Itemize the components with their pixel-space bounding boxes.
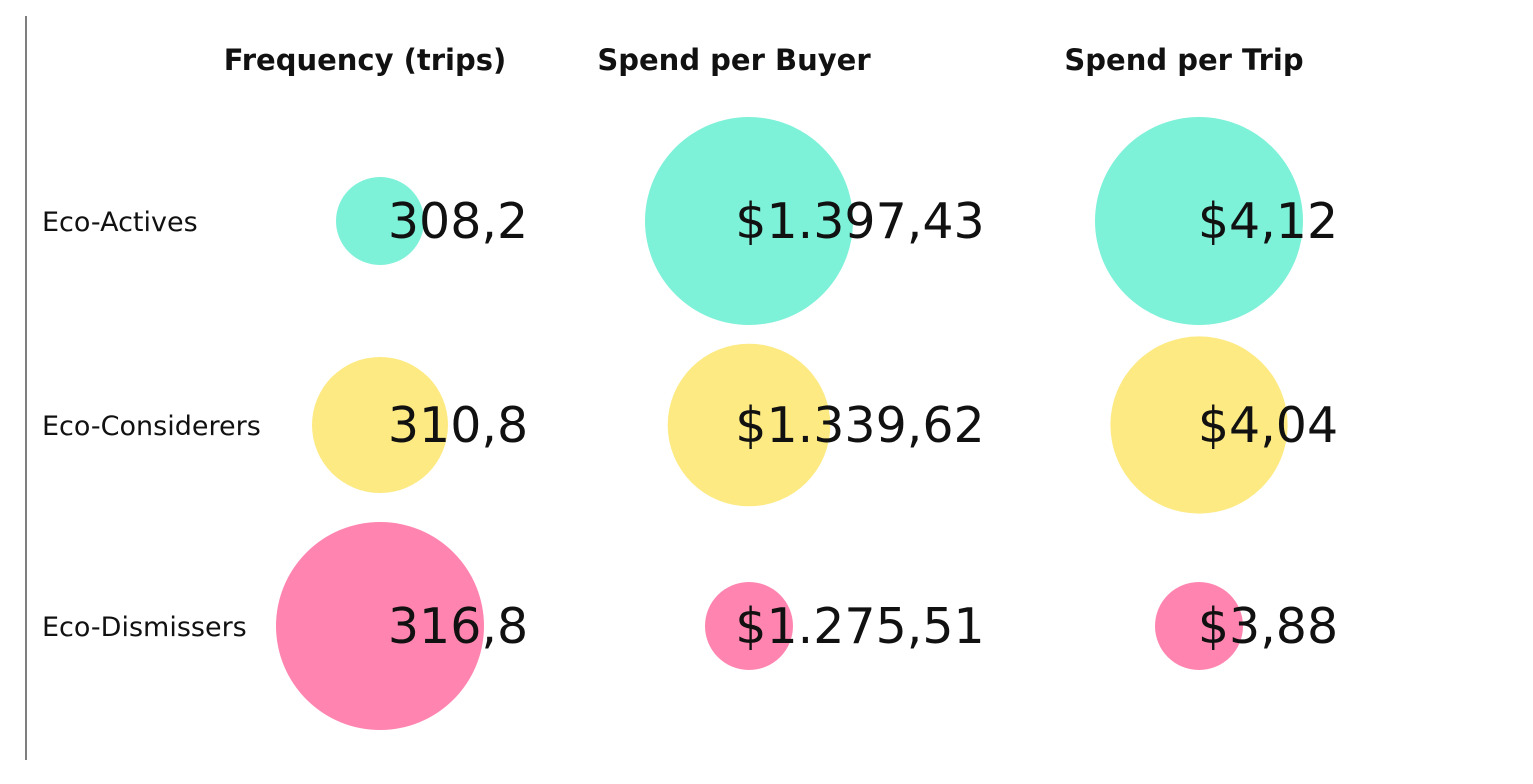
column-headers: Frequency (trips) Spend per Buyer Spend pe… <box>224 43 1304 77</box>
value-label-eco-actives-spend-per-buyer: $1.397,43 <box>735 193 984 250</box>
value-label-eco-considerers-spend-per-buyer: $1.339,62 <box>735 397 984 454</box>
column-header-spend-per-buyer: Spend per Buyer <box>597 43 871 77</box>
row-label-eco-considerers: Eco-Considerers <box>42 411 261 442</box>
column-header-frequency-trips: Frequency (trips) <box>224 43 506 77</box>
bubble-eco-considerers-spend-per-buyer <box>667 343 831 507</box>
value-label-eco-considerers-frequency-trips: 310,8 <box>388 397 528 454</box>
value-labels: 308,2 310,8 316,8 $1.397,43 $1.339,62 $1.275,… <box>388 193 1338 655</box>
value-label-eco-dismissers-frequency-trips: 316,8 <box>388 598 528 655</box>
bubble-eco-actives-spend-per-trip <box>1095 117 1303 325</box>
value-label-eco-dismissers-spend-per-trip: $3,88 <box>1198 598 1338 655</box>
bubble-eco-actives-frequency-trips <box>336 177 424 265</box>
row-labels: Eco-Actives Eco-Considerers Eco-Dismissers <box>42 207 261 643</box>
bubble-eco-considerers-spend-per-trip <box>1110 336 1288 514</box>
value-label-eco-considerers-spend-per-trip: $4,04 <box>1198 397 1338 454</box>
bubble-eco-considerers-frequency-trips <box>312 357 448 493</box>
bubble-eco-dismissers-spend-per-buyer <box>705 582 793 670</box>
row-label-eco-actives: Eco-Actives <box>42 207 198 238</box>
value-label-eco-dismissers-spend-per-buyer: $1.275,51 <box>735 598 984 655</box>
column-header-spend-per-trip: Spend per Trip <box>1064 43 1303 77</box>
bubble-eco-dismissers-spend-per-trip <box>1155 582 1243 670</box>
row-label-eco-dismissers: Eco-Dismissers <box>42 612 247 643</box>
value-label-eco-actives-frequency-trips: 308,2 <box>388 193 528 250</box>
bubble-eco-dismissers-frequency-trips <box>276 522 484 730</box>
value-label-eco-actives-spend-per-trip: $4,12 <box>1198 193 1338 250</box>
bubbles-layer <box>276 117 1303 730</box>
bubble-eco-actives-spend-per-buyer <box>645 117 853 325</box>
